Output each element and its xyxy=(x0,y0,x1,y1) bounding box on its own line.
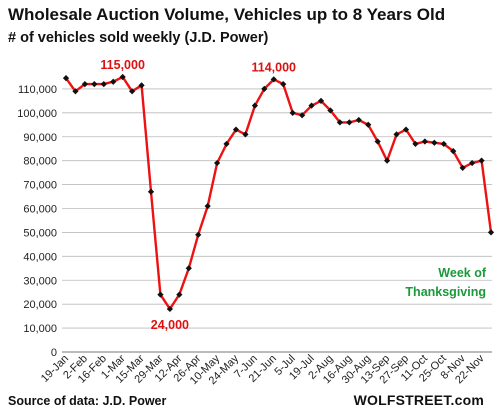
data-label: 24,000 xyxy=(151,318,189,332)
source-note: Source of data: J.D. Power xyxy=(8,394,167,408)
y-tick-label: 110,000 xyxy=(18,84,57,96)
y-tick-label: 60,000 xyxy=(23,204,57,216)
y-tick-label: 50,000 xyxy=(23,227,57,239)
y-tick-label: 90,000 xyxy=(23,132,57,144)
data-point xyxy=(487,229,495,236)
data-point xyxy=(242,131,249,138)
data-point xyxy=(374,138,381,145)
data-point xyxy=(91,81,98,88)
data-point xyxy=(128,88,136,95)
data-point xyxy=(421,138,429,145)
y-tick-label: 30,000 xyxy=(23,275,57,287)
data-point xyxy=(251,102,259,109)
data-point xyxy=(138,82,145,89)
data-point xyxy=(383,157,391,164)
data-point xyxy=(450,147,457,155)
thanksgiving-callout: Thanksgiving xyxy=(405,285,486,299)
data-label: 114,000 xyxy=(252,60,297,74)
data-point xyxy=(478,157,485,164)
chart-title: Wholesale Auction Volume, Vehicles up to… xyxy=(8,5,446,24)
data-point xyxy=(119,73,126,81)
data-point xyxy=(100,81,107,88)
data-label: 115,000 xyxy=(100,58,145,72)
data-point xyxy=(72,88,79,95)
y-tick-label: 0 xyxy=(51,347,57,359)
data-point xyxy=(232,126,240,133)
y-tick-label: 100,000 xyxy=(17,108,57,120)
data-point xyxy=(346,119,353,126)
y-tick-label: 40,000 xyxy=(23,251,57,263)
y-tick-label: 80,000 xyxy=(23,156,57,168)
data-point xyxy=(289,109,296,116)
series-line xyxy=(65,75,493,311)
data-point xyxy=(147,188,155,195)
brand-watermark: WOLFSTREET.com xyxy=(353,392,484,408)
data-point xyxy=(213,159,221,167)
data-point xyxy=(110,78,117,85)
thanksgiving-callout: Week of xyxy=(438,266,487,280)
data-point xyxy=(431,139,438,146)
chart-subtitle: # of vehicles sold weekly (J.D. Power) xyxy=(8,30,269,46)
data-point xyxy=(81,81,89,88)
y-tick-label: 20,000 xyxy=(23,299,57,311)
y-tick-label: 70,000 xyxy=(23,180,57,192)
data-point xyxy=(185,265,192,272)
y-tick-label: 10,000 xyxy=(23,323,57,335)
data-point xyxy=(223,140,230,148)
